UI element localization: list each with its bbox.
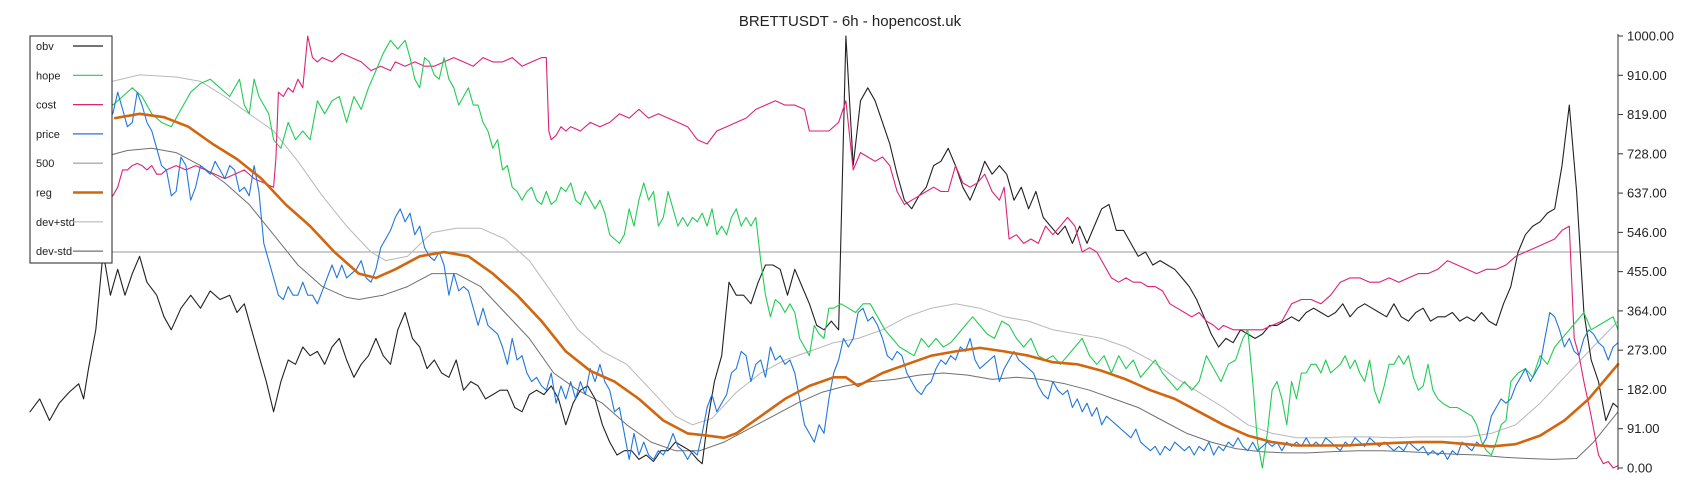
legend-item: price bbox=[36, 129, 103, 141]
y-tick-label: 546.00 bbox=[1627, 225, 1667, 240]
plot-area bbox=[29, 35, 1620, 469]
chart-title: BRETTUSDT - 6h - hopencost.uk bbox=[739, 13, 962, 30]
y-tick-label: 455.00 bbox=[1627, 264, 1667, 279]
legend-label: cost bbox=[36, 100, 56, 112]
y-tick-label: 0.00 bbox=[1627, 461, 1652, 476]
series-line-obv bbox=[29, 35, 1619, 465]
legend-item: dev-std bbox=[36, 246, 103, 258]
legend-label: 500 bbox=[36, 158, 54, 170]
series-line-reg bbox=[113, 112, 1620, 448]
legend-label: hope bbox=[36, 70, 60, 82]
legend-label: obv bbox=[36, 41, 54, 53]
legend-item: 500 bbox=[36, 158, 103, 170]
legend-label: price bbox=[36, 129, 60, 141]
legend-item: hope bbox=[36, 70, 103, 82]
legend-item: obv bbox=[36, 41, 103, 53]
series-line-price bbox=[102, 91, 1619, 460]
legend-label: dev+std bbox=[36, 217, 75, 229]
series-line-cost bbox=[102, 35, 1619, 469]
series-line-hope bbox=[102, 39, 1619, 469]
y-tick-label: 637.00 bbox=[1627, 186, 1667, 201]
y-tick-label: 728.00 bbox=[1627, 146, 1667, 161]
legend: obv hope cost price 500 reg dev+std dev-std bbox=[29, 35, 113, 264]
legend-item: dev+std bbox=[36, 217, 103, 229]
y-tick-label: 273.00 bbox=[1627, 343, 1667, 358]
y-axis: 1000.00 910.00 819.00 728.00 637.00 546.00 455… bbox=[1617, 29, 1674, 476]
legend-label: reg bbox=[36, 188, 52, 200]
y-tick-label: 364.00 bbox=[1627, 303, 1667, 318]
legend-box bbox=[29, 35, 113, 264]
y-tick-label: 819.00 bbox=[1627, 107, 1667, 122]
series-line-dev-std bbox=[102, 74, 1619, 439]
legend-item: cost bbox=[36, 100, 103, 112]
legend-label: dev-std bbox=[36, 246, 72, 258]
legend-item: reg bbox=[36, 188, 103, 200]
y-tick-label: 1000.00 bbox=[1627, 29, 1674, 44]
y-tick-label: 910.00 bbox=[1627, 68, 1667, 83]
series-line-dev-std bbox=[102, 147, 1619, 460]
y-tick-label: 182.00 bbox=[1627, 382, 1667, 397]
y-tick-label: 91.00 bbox=[1627, 421, 1660, 436]
